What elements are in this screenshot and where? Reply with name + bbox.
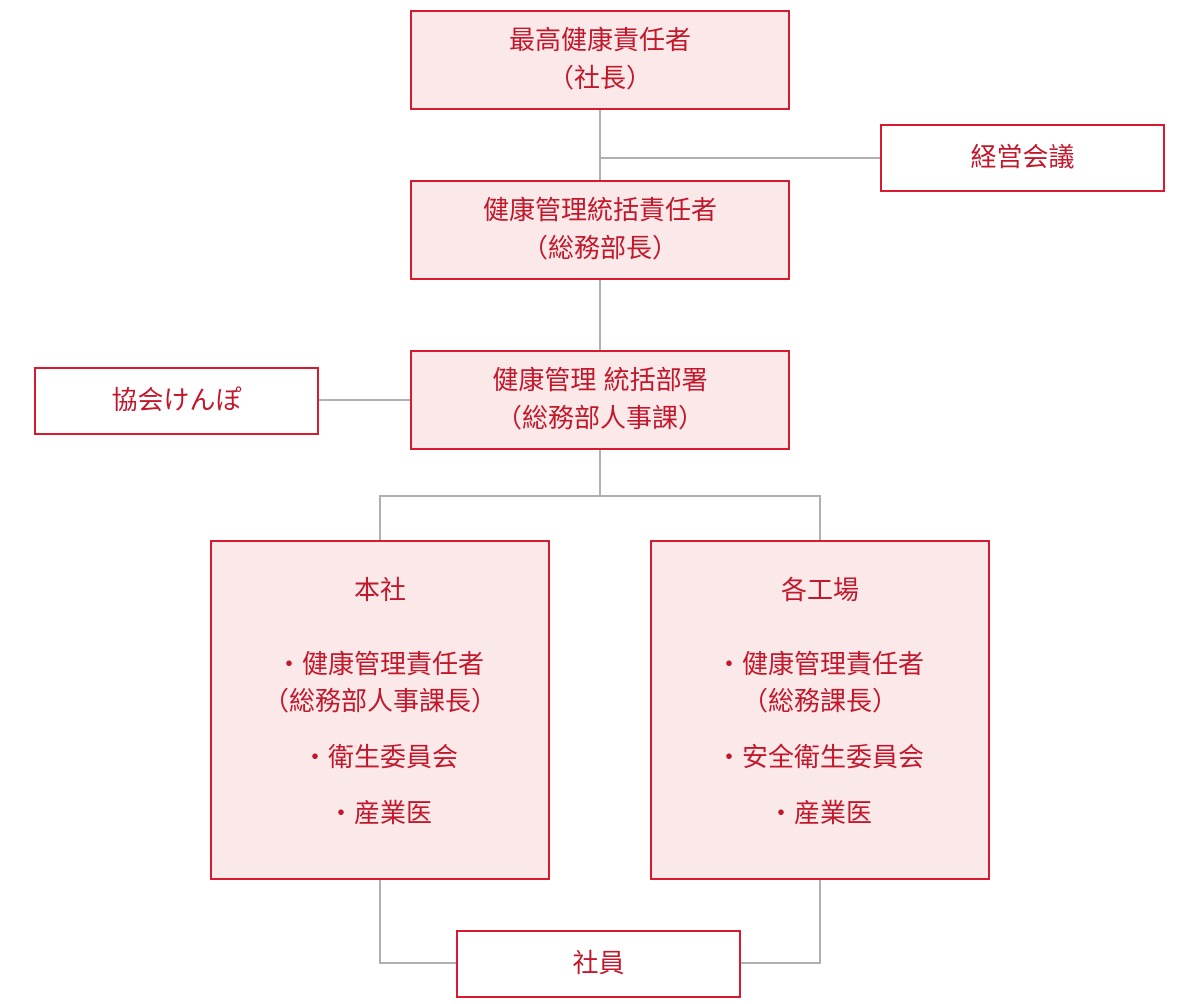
node-item-text: ・健康管理責任者	[716, 649, 924, 679]
connector	[599, 450, 601, 496]
node-item-list: ・健康管理責任者 （総務部人事課長） ・衛生委員会 ・産業医	[212, 628, 548, 851]
node-item-text: ・健康管理責任者	[276, 649, 484, 679]
node-item-text: （総務課長）	[742, 686, 898, 716]
node-item: ・健康管理責任者 （総務課長）	[652, 646, 988, 721]
connector	[319, 399, 411, 401]
node-label: 社員	[572, 945, 624, 983]
node-title: 最高健康責任者	[509, 22, 691, 60]
node-title: 健康管理統括責任者	[483, 192, 717, 230]
connector	[819, 495, 821, 540]
node-label: 協会けんぽ	[111, 382, 241, 420]
node-item: ・衛生委員会	[212, 739, 548, 777]
node-hq: 本社 ・健康管理責任者 （総務部人事課長） ・衛生委員会 ・産業医	[210, 540, 550, 880]
node-item: ・産業医	[652, 795, 988, 833]
node-item-text: （総務部人事課長）	[263, 686, 497, 716]
connector	[599, 157, 882, 159]
node-employees: 社員	[456, 930, 741, 998]
node-subtitle: （総務部人事課）	[496, 400, 704, 438]
node-label: 経営会議	[970, 139, 1074, 177]
node-item: ・健康管理責任者 （総務部人事課長）	[212, 646, 548, 721]
node-item-list: ・健康管理責任者 （総務課長） ・安全衛生委員会 ・産業医	[652, 628, 988, 851]
node-item: ・産業医	[212, 795, 548, 833]
node-subtitle: （総務部長）	[522, 230, 678, 268]
node-manager: 健康管理統括責任者 （総務部長）	[410, 180, 790, 280]
connector	[819, 880, 821, 964]
node-item: ・安全衛生委員会	[652, 739, 988, 777]
connector	[599, 110, 601, 180]
connector	[379, 880, 381, 964]
connector	[379, 495, 381, 540]
node-title: 各工場	[781, 572, 859, 610]
node-kenpo: 協会けんぽ	[34, 367, 319, 435]
org-chart-canvas: 最高健康責任者 （社長） 健康管理統括責任者 （総務部長） 健康管理 統括部署 …	[0, 0, 1200, 1004]
node-factories: 各工場 ・健康管理責任者 （総務課長） ・安全衛生委員会 ・産業医	[650, 540, 990, 880]
node-top-cho: 最高健康責任者 （社長）	[410, 10, 790, 110]
node-subtitle: （社長）	[548, 60, 652, 98]
connector	[379, 495, 821, 497]
node-title: 本社	[354, 572, 406, 610]
node-dept: 健康管理 統括部署 （総務部人事課）	[410, 350, 790, 450]
connector	[599, 280, 601, 350]
node-management-meeting: 経営会議	[880, 124, 1165, 192]
node-title: 健康管理 統括部署	[492, 362, 707, 400]
